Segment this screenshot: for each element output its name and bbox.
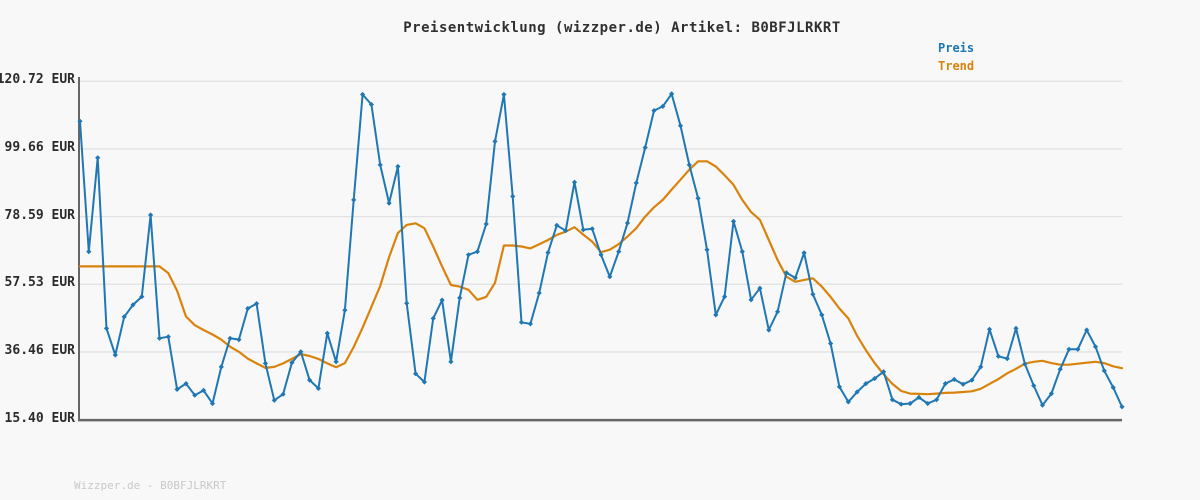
legend: Preis Trend bbox=[938, 39, 974, 75]
y-axis-tick-label: 36.46 EUR bbox=[4, 342, 75, 358]
y-axis-tick-label: 120.72 EUR bbox=[0, 72, 75, 88]
gridlines bbox=[80, 80, 1122, 421]
legend-item-trend: Trend bbox=[938, 59, 975, 73]
watermark: Wizzper.de - B0BFJLRKRT bbox=[74, 479, 227, 492]
y-axis-tick-label: 78.59 EUR bbox=[4, 207, 75, 223]
y-axis-tick-label: 15.40 EUR bbox=[4, 410, 75, 426]
trend-line bbox=[78, 160, 1124, 396]
price-markers bbox=[77, 91, 1125, 410]
y-axis-tick-label: 99.66 EUR bbox=[4, 139, 75, 155]
price-line bbox=[79, 92, 1123, 408]
axes bbox=[78, 77, 1122, 422]
y-axis-tick-label: 57.53 EUR bbox=[4, 275, 75, 291]
chart-title: Preisentwicklung (wizzper.de) Artikel: B… bbox=[403, 20, 841, 36]
legend-item-preis: Preis bbox=[938, 41, 975, 55]
